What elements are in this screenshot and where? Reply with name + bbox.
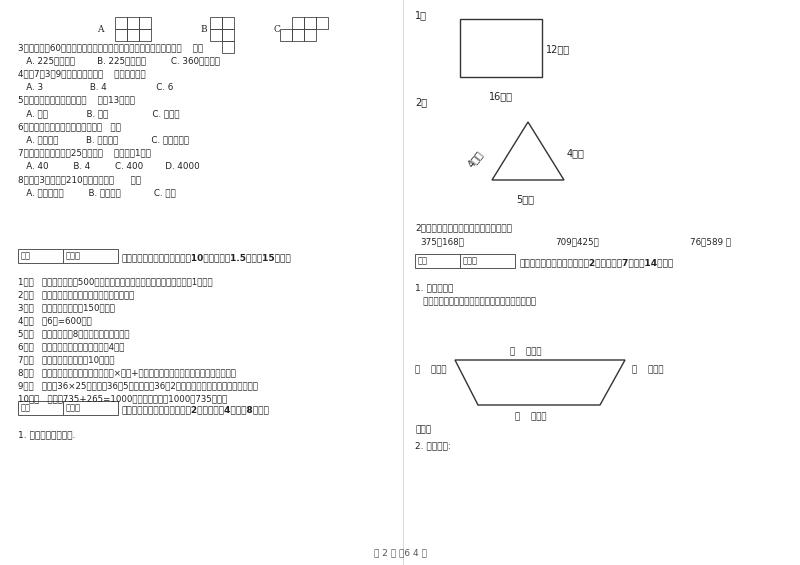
Text: 76＋589 ＝: 76＋589 ＝ (690, 237, 731, 246)
Text: 周长：: 周长： (415, 425, 431, 434)
Text: 6．（   ）正方形的周长是它的边长的4倍。: 6．（ ）正方形的周长是它的边长的4倍。 (18, 342, 124, 351)
Text: A: A (97, 25, 103, 34)
Text: 4．（   ）6分=600秒。: 4．（ ）6分=600秒。 (18, 316, 92, 325)
Text: 8．爸爸3小时行了210千米，他是（      ）。: 8．爸爸3小时行了210千米，他是（ ）。 (18, 175, 141, 184)
Text: 1．: 1． (415, 10, 427, 20)
Text: 四、看清题目，细心计算（割2小题，每题4分，內8分）。: 四、看清题目，细心计算（割2小题，每题4分，內8分）。 (122, 405, 270, 414)
Bar (415, 254, 460, 268)
Text: A. 225平方分米        B. 225平方厘米         C. 360平方厘米: A. 225平方分米 B. 225平方厘米 C. 360平方厘米 (18, 56, 220, 65)
Text: 第 2 页 兲6 4 页: 第 2 页 兲6 4 页 (374, 548, 426, 557)
Text: 3．（   ）一本故事书约重150千克。: 3．（ ）一本故事书约重150千克。 (18, 303, 115, 312)
Bar (63, 249, 118, 263)
Text: 709－425＝: 709－425＝ (555, 237, 599, 246)
Text: 4．用7、3、9三个数字可组成（    ）个三位数。: 4．用7、3、9三个数字可组成（ ）个三位数。 (18, 69, 146, 79)
Bar (139, 17, 151, 29)
Text: 2、竖式计算。要求验算的请写出验算。: 2、竖式计算。要求验算的请写出验算。 (415, 223, 512, 232)
Bar (460, 254, 515, 268)
Bar (222, 41, 234, 53)
Text: 4分米: 4分米 (466, 149, 485, 169)
Bar (115, 17, 127, 29)
Text: 8．（   ）有余数除法的验算方法是「商×除数+余数」，看得到的结果是否与被除数相等。: 8．（ ）有余数除法的验算方法是「商×除数+余数」，看得到的结果是否与被除数相等… (18, 368, 236, 377)
Bar (222, 17, 234, 29)
Text: 2. 看图填空:: 2. 看图填空: (415, 441, 450, 450)
Text: （    ）毫米: （ ）毫米 (510, 347, 542, 356)
Text: 3．把一根长60厘米的鐵丝围成一个正方形，这个正方形的面积是（    ）。: 3．把一根长60厘米的鐵丝围成一个正方形，这个正方形的面积是（ ）。 (18, 43, 203, 52)
Bar (18, 249, 63, 263)
Text: 375＋168＝: 375＋168＝ (420, 237, 464, 246)
Bar (304, 29, 316, 41)
Bar (316, 17, 328, 29)
Text: 5分米: 5分米 (516, 194, 534, 204)
Text: 2．: 2． (415, 97, 427, 107)
Text: 得分: 得分 (21, 403, 31, 412)
Bar (304, 17, 316, 29)
Bar (63, 401, 118, 415)
Text: 6．下面现象中属于平移现象的是（   ）。: 6．下面现象中属于平移现象的是（ ）。 (18, 122, 121, 131)
Bar (210, 29, 222, 41)
Text: 得分: 得分 (21, 251, 31, 260)
Text: 2．（   ）长方形的周长就是它四条边长度的和。: 2．（ ）长方形的周长就是它四条边长度的和。 (18, 290, 134, 299)
Text: 5．按农历计算，有的年份（    ）有13个月。: 5．按农历计算，有的年份（ ）有13个月。 (18, 96, 135, 105)
Text: 评卷人: 评卷人 (66, 403, 81, 412)
Text: 7．平均每个同学体重25千克，（    ）名同学1吨。: 7．平均每个同学体重25千克，（ ）名同学1吨。 (18, 149, 151, 158)
Text: 9．（   ）计算36×25时，先把36和5相乘，再把36和2相乘，最后把两次乘积的结果相加。: 9．（ ）计算36×25时，先把36和5相乘，再把36和2相乘，最后把两次乘积的… (18, 381, 258, 390)
Text: 16厘米: 16厘米 (489, 91, 513, 101)
Text: 得分: 得分 (418, 256, 428, 265)
Bar (139, 29, 151, 41)
Text: 量出每条边的长度，以毫米为单位，并计算周长。: 量出每条边的长度，以毫米为单位，并计算周长。 (415, 297, 536, 306)
Text: A. 40         B. 4         C. 400        D. 4000: A. 40 B. 4 C. 400 D. 4000 (18, 162, 200, 171)
Text: 评卷人: 评卷人 (463, 256, 478, 265)
Bar (280, 29, 292, 41)
Bar (18, 401, 63, 415)
Bar (127, 17, 139, 29)
Text: （    ）毫米: （ ）毫米 (632, 365, 663, 374)
Text: A. 3                 B. 4                  C. 6: A. 3 B. 4 C. 6 (18, 82, 174, 92)
Text: 五、认真思考，综合能力（割2小题，每题7分，入14分）。: 五、认真思考，综合能力（割2小题，每题7分，入14分）。 (520, 258, 674, 267)
Bar (292, 29, 304, 41)
Text: （    ）毫米: （ ）毫米 (515, 412, 546, 421)
Text: 7．（   ）小明家客厅面积是10公顿。: 7．（ ）小明家客厅面积是10公顿。 (18, 355, 114, 364)
Text: A. 一定              B. 可能                C. 不可能: A. 一定 B. 可能 C. 不可能 (18, 109, 180, 118)
Text: 5．（   ）一个两位时8，积一定也是两为数。: 5．（ ）一个两位时8，积一定也是两为数。 (18, 329, 130, 338)
Text: 三、仔细推敬，正确判断（共10小题，每题1.5分，入15分）。: 三、仔细推敬，正确判断（共10小题，每题1.5分，入15分）。 (122, 253, 292, 262)
Bar (292, 17, 304, 29)
Bar (115, 29, 127, 41)
Bar (127, 29, 139, 41)
Text: A. 乘公共汽车         B. 骑自行车            C. 步行: A. 乘公共汽车 B. 骑自行车 C. 步行 (18, 188, 176, 197)
Bar (210, 17, 222, 29)
Text: 评卷人: 评卷人 (66, 251, 81, 260)
Text: 1. 求下面图形的周长.: 1. 求下面图形的周长. (18, 430, 75, 439)
Text: 1. 动手操作。: 1. 动手操作。 (415, 283, 454, 292)
Text: 4分米: 4分米 (567, 148, 585, 158)
Text: B: B (200, 25, 206, 34)
Text: 10．（   ）根据735+265=1000，可以直接写出1000－735的差。: 10．（ ）根据735+265=1000，可以直接写出1000－735的差。 (18, 394, 227, 403)
Text: C: C (273, 25, 280, 34)
Bar (460, 19, 542, 77)
Text: 1．（   ）小明家离学校500米，他每天上学、回家，一个来回一共要走1千米。: 1．（ ）小明家离学校500米，他每天上学、回家，一个来回一共要走1千米。 (18, 277, 213, 286)
Text: A. 开关抽屉          B. 拧开瓶盖            C. 转动的风车: A. 开关抽屉 B. 拧开瓶盖 C. 转动的风车 (18, 136, 189, 145)
Text: （    ）毫米: （ ）毫米 (415, 365, 446, 374)
Bar (222, 29, 234, 41)
Text: 12厘米: 12厘米 (546, 44, 570, 54)
